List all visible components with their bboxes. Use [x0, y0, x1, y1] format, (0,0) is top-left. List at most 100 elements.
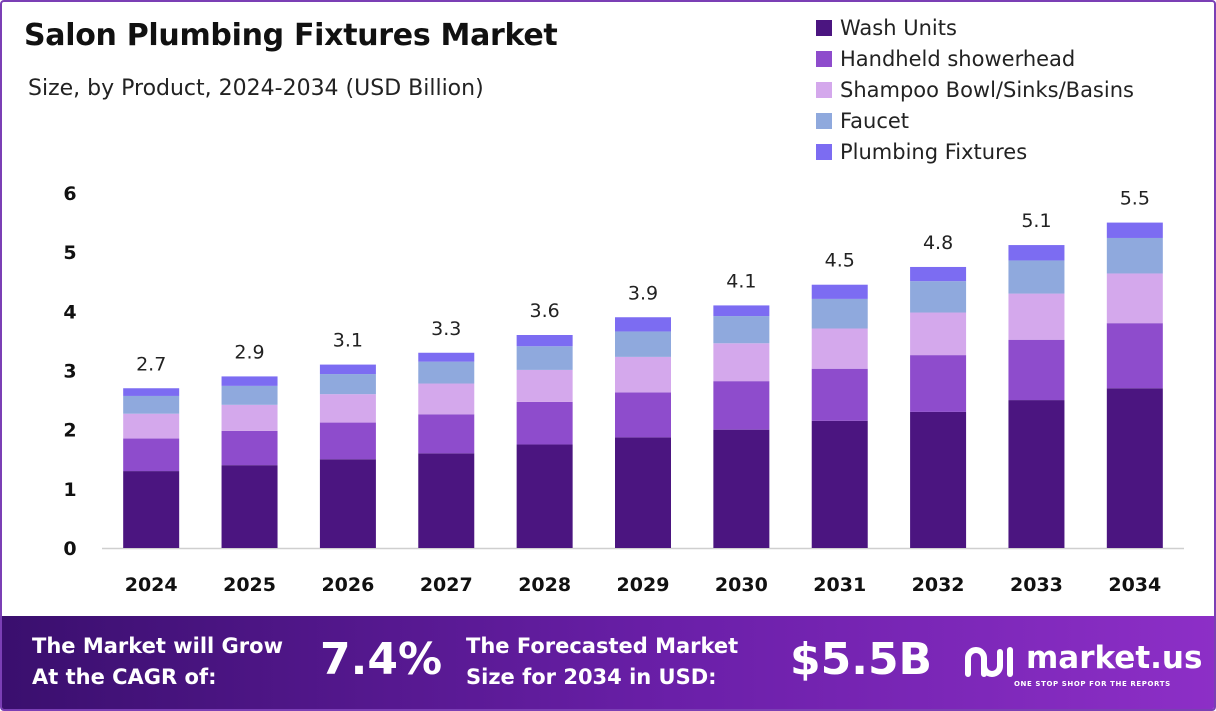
stacked-bar-chart: 0 1 2 3 4 5 6 2.7 2024 2.9 2025 3.1 2026 3.3 2027 3.6 20… [63, 183, 1184, 596]
bar-segment [910, 281, 967, 313]
bar-segment [1106, 222, 1163, 238]
bar-total-label: 3.6 [530, 300, 560, 322]
bar-segment [319, 374, 376, 395]
legend-label: Plumbing Fixtures [840, 139, 1028, 164]
bar-total-label: 4.5 [825, 250, 855, 272]
bar-segment [615, 331, 671, 357]
legend-swatch [816, 112, 832, 129]
legend-item: Shampoo Bowl/Sinks/Basins [816, 74, 1134, 105]
bar-segment [811, 298, 868, 329]
cagr-value: 7.4% [320, 634, 443, 685]
bar-segment [221, 465, 278, 548]
bar-segment [1008, 400, 1065, 548]
bar-segment [1008, 293, 1065, 340]
y-tick-label: 2 [63, 420, 76, 442]
bar-segment [319, 422, 376, 460]
bar-segment [123, 413, 180, 439]
bar-segment [123, 471, 180, 548]
legend-item: Faucet [816, 105, 1134, 136]
x-tick-label: 2029 [617, 574, 670, 596]
legend: Wash Units Handheld showerhead Shampoo Bow… [816, 12, 1134, 167]
bar-segment [1106, 237, 1163, 274]
bar-segment [221, 404, 278, 431]
x-tick-label: 2031 [813, 574, 866, 596]
y-tick-label: 3 [63, 361, 76, 383]
bar-segment [811, 420, 868, 548]
bar-segment [319, 459, 376, 548]
bar-segment [516, 444, 573, 548]
y-tick-label: 1 [63, 479, 76, 501]
legend-label: Shampoo Bowl/Sinks/Basins [840, 77, 1134, 102]
bar-segment [811, 368, 868, 421]
bar-total-label: 2.7 [136, 353, 166, 375]
market-us-logo-icon [965, 647, 1013, 677]
legend-swatch [816, 81, 832, 98]
forecast-label-line2: Size for 2034 in USD: [466, 665, 717, 689]
y-tick-label: 6 [63, 183, 76, 205]
bar-total-label: 3.9 [628, 282, 658, 304]
bar-total-label: 4.8 [923, 232, 953, 254]
bar-segment [319, 364, 376, 375]
bar-segment [615, 437, 671, 548]
bar-segment [1008, 339, 1065, 401]
bar-segment [418, 361, 475, 384]
bar-segment [713, 316, 770, 344]
bar-segment [1106, 273, 1163, 324]
bar-total-label: 2.9 [234, 341, 264, 363]
x-tick-label: 2027 [420, 574, 473, 596]
x-tick-label: 2025 [223, 574, 276, 596]
legend-swatch [816, 19, 832, 36]
bar-segment [910, 266, 967, 282]
bar-segment [615, 356, 671, 393]
legend-swatch [816, 143, 832, 160]
legend-swatch [816, 50, 832, 67]
bar-total-label: 5.1 [1021, 210, 1051, 232]
bar-segment [221, 430, 278, 466]
bar-segment [1008, 260, 1065, 294]
bar-segment [1106, 323, 1163, 389]
footer-banner: The Market will Grow At the CAGR of: 7.4… [2, 616, 1214, 709]
x-tick-label: 2024 [125, 574, 178, 596]
cagr-label: The Market will Grow At the CAGR of: [32, 631, 283, 693]
bar-segment [713, 305, 770, 317]
bar-segment [123, 438, 180, 472]
brand-tagline: ONE STOP SHOP FOR THE REPORTS [1014, 680, 1171, 688]
bar-segment [516, 369, 573, 402]
bar-segment [910, 355, 967, 412]
bar-segment [615, 392, 671, 438]
bar-total-label: 3.1 [333, 330, 363, 352]
bar-segment [319, 394, 376, 423]
bar-segment [123, 388, 180, 396]
x-tick-label: 2032 [912, 574, 965, 596]
bar-segment [418, 414, 475, 454]
bar-segment [1106, 388, 1163, 548]
bar-segment [713, 429, 770, 548]
bar-segment [221, 385, 278, 405]
bar-segment [418, 453, 475, 548]
bar-segment [713, 381, 770, 430]
bar-segment [615, 317, 671, 332]
bar-segment [516, 346, 573, 370]
bar-total-label: 5.5 [1120, 188, 1150, 210]
bar-segment [418, 383, 475, 415]
bar-segment [516, 401, 573, 445]
cagr-label-line2: At the CAGR of: [32, 665, 217, 689]
bar-segment [910, 411, 967, 548]
y-tick-label: 4 [63, 301, 76, 323]
bar-segment [221, 376, 278, 386]
bar-segment [1008, 245, 1065, 261]
cagr-label-line1: The Market will Grow [32, 634, 283, 658]
chart-title: Salon Plumbing Fixtures Market [24, 18, 558, 53]
forecast-label: The Forecasted Market Size for 2034 in U… [466, 631, 738, 693]
bar-total-label: 4.1 [726, 270, 756, 292]
bar-segment [811, 284, 868, 299]
forecast-label-line1: The Forecasted Market [466, 634, 739, 658]
y-tick-label: 0 [63, 538, 76, 560]
y-tick-label: 5 [63, 242, 76, 264]
legend-label: Wash Units [840, 15, 957, 40]
legend-item: Handheld showerhead [816, 43, 1134, 74]
chart-subtitle: Size, by Product, 2024-2034 (USD Billion… [28, 76, 484, 101]
legend-item: Plumbing Fixtures [816, 136, 1134, 167]
legend-item: Wash Units [816, 12, 1134, 43]
x-tick-label: 2028 [518, 574, 571, 596]
